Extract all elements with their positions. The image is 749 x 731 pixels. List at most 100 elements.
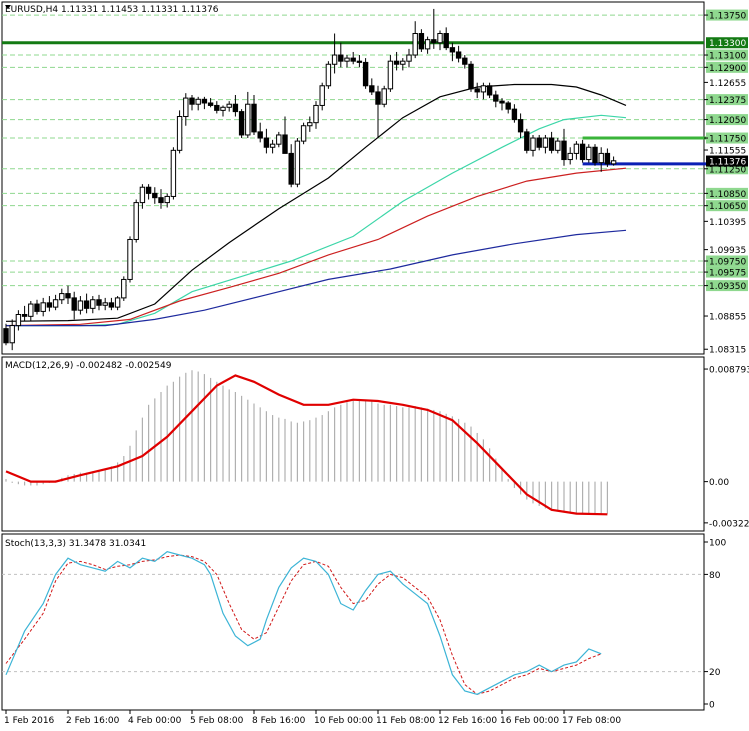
candle-body (319, 85, 325, 106)
candle-body (418, 33, 425, 50)
time-tick-label: 4 Feb 00:00 (128, 716, 182, 726)
candle-body (108, 302, 115, 308)
stoch-tick-label: 20 (709, 668, 721, 678)
price-tick-label: 1.10650 (709, 202, 746, 212)
candle-body (133, 202, 139, 240)
price-tick-label: 1.12050 (709, 116, 746, 126)
time-tick-label: 10 Feb 00:00 (314, 716, 373, 726)
candle-body (77, 300, 84, 311)
candle-body (127, 238, 133, 280)
time-tick-label: 5 Feb 08:00 (190, 716, 244, 726)
stoch-signal-line (5, 554, 602, 695)
candle-body (412, 33, 418, 56)
candle-body (536, 137, 542, 148)
moving-average-line (6, 229, 627, 327)
candle-body (437, 33, 443, 44)
price-tick-label: 1.13750 (709, 12, 746, 22)
candle-body (183, 97, 189, 118)
candle-body (276, 134, 282, 145)
candle-body (524, 131, 530, 151)
price-tick-label: 1.13100 (709, 52, 746, 62)
candle-body (294, 140, 301, 185)
candle-body (46, 302, 53, 308)
candle-body (226, 103, 232, 108)
candle-body (220, 106, 226, 111)
macd-header: MACD(12,26,9) -0.002482 -0.002549 (5, 361, 172, 371)
candle-body (505, 102, 511, 110)
candle-body (52, 299, 59, 308)
stoch-level-lines (2, 573, 704, 673)
candle-body (356, 60, 363, 63)
macd-tick-label: -0.003221 (709, 519, 749, 529)
macd-histogram (5, 370, 609, 514)
price-tick-label: 1.09575 (709, 269, 746, 279)
candle-body (517, 119, 524, 133)
candle-body (201, 98, 208, 104)
moving-average-line (5, 167, 627, 327)
candle-body (282, 134, 288, 154)
macd-tick-label: 0.00 (709, 478, 729, 488)
candle-body (468, 63, 474, 90)
candle-body (96, 299, 102, 306)
price-tick-label: 1.12900 (709, 64, 746, 74)
price-label-bg (706, 187, 748, 199)
candle-body (21, 313, 28, 317)
macd-signal-polyline (5, 374, 608, 516)
stoch-axis: 100 80 20 0 (704, 539, 726, 711)
time-tick-label: 2 Feb 16:00 (66, 716, 120, 726)
price-tick-label: 1.08855 (709, 313, 746, 323)
macd-panel[interactable] (1, 356, 705, 532)
price-header: EURUSD,H4 1.11331 1.11453 1.11331 1.1137… (5, 5, 219, 15)
candle-body (245, 103, 251, 136)
price-label-bg (706, 266, 748, 278)
candle-body (251, 103, 257, 133)
stoch-main-line (5, 551, 602, 695)
candle-body (238, 111, 245, 136)
candle-body (307, 122, 313, 127)
price-tick-label: 1.08315 (709, 346, 746, 356)
price-label-bg (706, 94, 748, 106)
candle-body (362, 61, 369, 87)
candle-body (232, 103, 239, 113)
price-label-bg (706, 132, 748, 144)
stoch-tick-label: 80 (709, 571, 721, 581)
candle-body (121, 278, 127, 299)
candle-body (598, 152, 604, 164)
candle-body (387, 60, 394, 90)
candle-body (71, 297, 77, 311)
candle-body (59, 293, 65, 301)
candle-body (511, 108, 518, 121)
price-gridlines (2, 14, 704, 287)
candle-body (300, 125, 307, 142)
candle-body (424, 39, 431, 50)
moving-average-line (5, 83, 627, 322)
current-price-label-bg (706, 155, 748, 167)
price-tick-label: 1.09750 (709, 258, 746, 268)
candle-body (555, 140, 561, 151)
stoch-panel[interactable] (1, 533, 705, 711)
macd-signal-line (5, 374, 608, 516)
candle-body (83, 300, 90, 309)
candle-body (449, 47, 456, 53)
candle-body (499, 100, 505, 104)
price-label-bg (706, 200, 748, 212)
candle-body (393, 60, 400, 65)
candle-body (400, 60, 406, 65)
candle-body (604, 152, 611, 165)
stoch-tick-label: 0 (709, 701, 715, 711)
candle-body (145, 186, 152, 194)
candle-body (90, 299, 96, 309)
candle-body (114, 297, 121, 308)
candle-body (462, 57, 468, 65)
candle-body (164, 195, 170, 204)
candle-body (375, 91, 381, 105)
candle-body (406, 54, 412, 62)
time-tick-label: 17 Feb 08:00 (562, 716, 621, 726)
stoch-header: Stoch(13,3,3) 31.3478 31.0341 (5, 539, 146, 549)
candle-body (176, 116, 183, 151)
price-tick-label: 1.12655 (709, 79, 746, 89)
stoch-lines (5, 551, 602, 695)
dropdown-triangle-icon[interactable] (5, 5, 11, 9)
price-tick-label: 1.10395 (709, 218, 746, 228)
